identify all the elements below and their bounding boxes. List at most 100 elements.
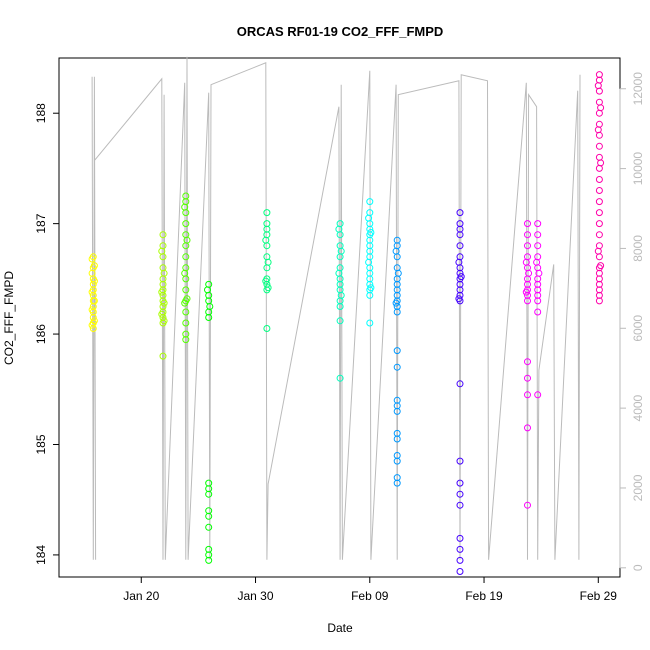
data-point [365,214,373,222]
data-point [524,501,531,509]
data-point [533,258,541,266]
data-point [535,269,543,277]
data-point [182,308,190,316]
data-point [181,203,189,211]
data-point [456,380,464,388]
data-point [393,347,401,355]
data-point [205,523,213,531]
data-point [393,407,401,415]
data-point [205,314,213,321]
y2-tick-label: 6000 [631,315,645,342]
data-point [595,176,603,183]
data-point [456,209,464,217]
data-point [534,297,542,305]
data-point [206,303,214,310]
data-point [455,295,463,303]
data-point [336,242,344,250]
data-point [524,253,531,261]
data-point [366,319,374,327]
data-point [393,308,401,316]
data-point [394,269,402,277]
y-tick-label: 185 [34,434,48,454]
altitude-line-layer [91,56,581,560]
y2-tick-label: 12000 [631,72,645,106]
x-axis: Jan 20 Jan 30 Feb 09 Feb 19 Feb 29 [123,576,618,603]
data-point [456,457,464,465]
data-point [337,247,345,255]
data-point [595,87,603,95]
altitude-line [91,56,581,560]
y2-tick-label: 8000 [631,235,645,262]
data-point [595,220,603,228]
x-tick-label: Feb 29 [580,589,618,603]
data-point [534,253,542,261]
data-point [393,253,401,261]
data-point [263,325,271,332]
data-point [595,231,603,239]
y2-tick-label: 4000 [631,394,645,421]
data-point [160,299,168,307]
data-point [595,198,603,206]
data-point [366,198,374,206]
x-tick-label: Jan 20 [123,589,159,603]
data-point [524,391,531,399]
y-axis-label: CO2_FFF_FMPD [2,271,16,365]
y2-tick-label: 2000 [631,474,645,501]
data-point [158,247,166,255]
data-point [456,568,464,575]
data-point [595,142,603,150]
data-point [205,512,213,520]
data-point [456,556,464,564]
data-point [597,104,605,112]
data-point [182,209,190,217]
data-point [88,288,96,296]
data-point [524,220,531,228]
data-point [524,374,531,382]
y-tick-label: 186 [34,324,48,344]
data-point [182,336,190,344]
data-point [524,231,531,239]
data-point [392,247,400,255]
y-tick-label: 188 [34,103,48,123]
data-point [594,247,602,255]
data-point [336,374,344,382]
data-point [456,534,464,542]
data-point [205,556,213,564]
chart-title: ORCAS RF01-19 CO2_FFF_FMPD [237,24,444,39]
data-point [88,269,96,277]
data-point [597,159,605,167]
data-point [595,187,603,194]
y-tick-label: 184 [34,545,48,565]
data-point [160,317,168,325]
y2-tick-label: 10000 [631,152,645,186]
y-tick-label: 187 [34,213,48,233]
data-point [524,424,531,432]
data-point [336,317,344,325]
data-point [393,457,401,465]
data-point [159,242,167,250]
data-point [158,310,166,318]
data-point [595,109,603,117]
data-point [182,319,190,327]
data-point [204,286,211,294]
data-point [534,220,542,228]
data-point [181,299,189,307]
data-point [393,264,401,272]
data-point [159,352,167,360]
data-point [182,231,190,239]
data-point [90,277,98,285]
data-point [595,297,603,305]
data-point [159,253,167,261]
x-axis-label: Date [327,621,353,635]
data-point [524,264,531,272]
y-axis: 184 185 186 187 188 [34,103,59,565]
data-point [89,325,97,332]
data-point [534,308,542,316]
data-point [456,242,464,250]
data-point [205,490,213,498]
data-point [392,299,400,307]
data-point [367,229,375,236]
data-point [337,291,345,299]
data-point [456,501,464,509]
